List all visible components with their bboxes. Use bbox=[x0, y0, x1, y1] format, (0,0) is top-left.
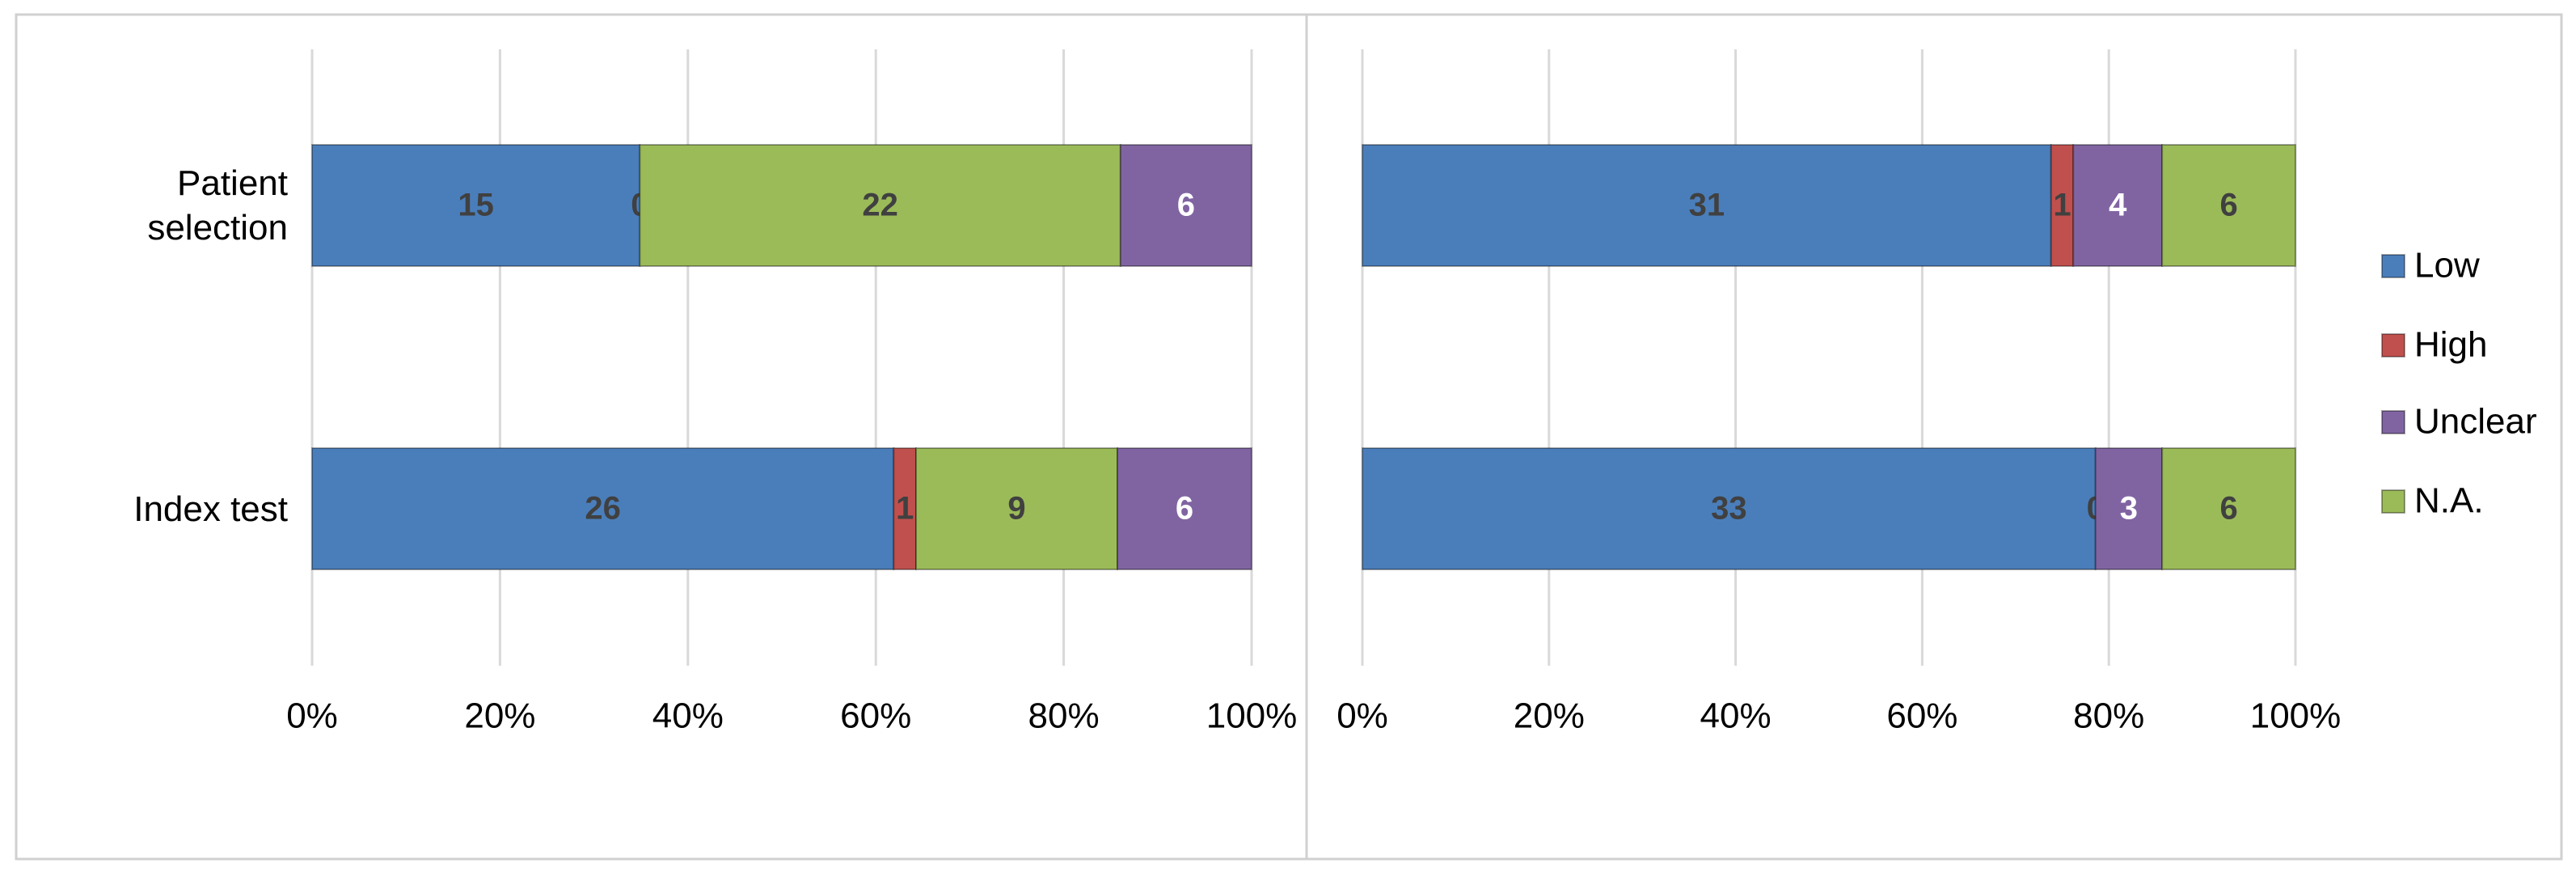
legend-swatch bbox=[2381, 489, 2405, 514]
bar-segment bbox=[915, 447, 1118, 570]
data-label: 6 bbox=[1177, 188, 1195, 223]
bar-segment bbox=[1362, 447, 2097, 570]
data-label: 1 bbox=[2053, 188, 2071, 223]
x-tick-label: 60% bbox=[1886, 696, 1957, 736]
x-tick-label: 40% bbox=[1700, 696, 1772, 736]
category-label: Index test bbox=[133, 489, 288, 529]
x-tick-label: 60% bbox=[840, 696, 911, 736]
bar-segment bbox=[2161, 144, 2296, 267]
data-label: 31 bbox=[1689, 188, 1725, 223]
data-label: 3 bbox=[2120, 491, 2138, 527]
data-label: 6 bbox=[2219, 491, 2237, 527]
y-tick-label: Patient selection bbox=[147, 163, 288, 248]
bar-segment bbox=[2161, 447, 2296, 570]
bar-segment bbox=[2050, 144, 2075, 267]
x-tick-label: 0% bbox=[286, 696, 338, 736]
legend-swatch bbox=[2381, 333, 2405, 358]
data-label: 15 bbox=[458, 188, 494, 223]
bar-segment bbox=[1117, 447, 1252, 570]
legend-swatch bbox=[2381, 254, 2405, 278]
data-label: 6 bbox=[1176, 491, 1193, 527]
bar-segment bbox=[311, 144, 641, 267]
bar-segment bbox=[2094, 447, 2164, 570]
x-tick-label: 80% bbox=[2073, 696, 2144, 736]
legend-label: High bbox=[2414, 325, 2488, 365]
legend-label: Unclear bbox=[2414, 402, 2537, 442]
legend-label: N.A. bbox=[2414, 481, 2484, 521]
bar-segment bbox=[639, 144, 1121, 267]
data-label: 4 bbox=[2109, 188, 2127, 223]
x-tick-label: 80% bbox=[1028, 696, 1100, 736]
x-tick-label: 40% bbox=[652, 696, 724, 736]
data-label: 33 bbox=[1711, 491, 1747, 527]
data-label: 9 bbox=[1007, 491, 1025, 527]
y-tick-label: Index test bbox=[133, 489, 288, 529]
x-tick-label: 100% bbox=[1206, 696, 1298, 736]
data-label: 6 bbox=[2219, 188, 2237, 223]
category-label: Patient selection bbox=[147, 163, 288, 248]
data-label: 22 bbox=[862, 188, 898, 223]
bar-segment bbox=[1119, 144, 1253, 267]
bar-segment bbox=[311, 447, 895, 570]
data-label: 1 bbox=[896, 491, 914, 527]
x-tick-label: 20% bbox=[1514, 696, 1585, 736]
x-tick-label: 100% bbox=[2250, 696, 2342, 736]
x-tick-label: 20% bbox=[464, 696, 535, 736]
legend-swatch bbox=[2381, 410, 2405, 434]
legend-label: Low bbox=[2414, 246, 2480, 286]
data-label: 26 bbox=[585, 491, 621, 527]
x-tick-label: 0% bbox=[1337, 696, 1388, 736]
